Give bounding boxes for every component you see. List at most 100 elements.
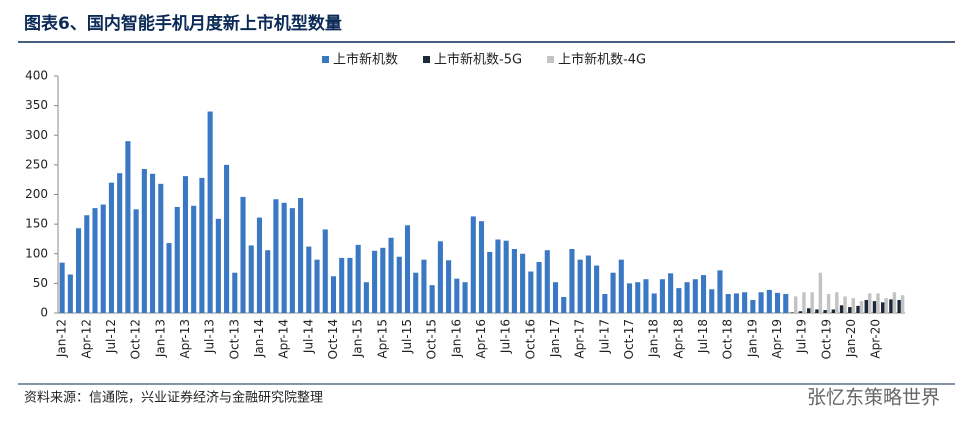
bar [355,244,361,313]
bar [224,164,230,313]
bar [766,289,772,313]
bar [199,177,205,313]
bar [823,310,827,313]
y-tick-label: 50 [33,276,48,290]
bar [684,282,690,313]
x-tick-label: Apr-13 [178,319,192,359]
bar [815,309,819,313]
x-tick-label: Jul-15 [400,319,414,354]
y-tick-label: 200 [25,187,48,201]
bar [618,259,624,313]
bar [651,293,657,313]
bar [289,208,295,313]
bar [750,299,756,313]
x-tick-label: Jan-20 [844,319,858,358]
bar [826,294,831,313]
bar [520,253,526,313]
x-tick-label: Jan-12 [55,319,69,358]
bar [884,298,888,313]
bar [839,305,844,313]
bar [495,239,501,313]
x-tick-label: Oct-16 [523,319,537,359]
bar [798,311,803,313]
bar [273,199,279,313]
x-tick-label: Apr-16 [474,319,488,359]
bar [347,257,353,313]
bar [758,292,764,313]
bar [141,169,147,313]
bar [585,255,591,313]
bar [810,292,814,313]
legend-label: 上市新机数-5G [434,52,522,68]
x-tick-label: Apr-15 [375,319,389,359]
x-tick-label: Oct-18 [721,319,735,359]
x-tick-label: Oct-15 [425,319,439,359]
y-tick-label: 100 [25,246,48,260]
bar [709,289,715,313]
bar [100,204,106,313]
x-tick-label: Jan-15 [351,319,365,358]
bar [248,245,254,313]
bar [859,301,864,313]
x-tick-label: Oct-13 [227,319,241,359]
x-tick-label: Jul-14 [301,319,315,354]
bar [322,229,328,313]
legend-swatch [423,56,431,63]
x-tick-label: Jan-16 [449,319,463,358]
bar [676,288,682,313]
x-tick-label: Oct-14 [326,319,340,359]
x-tick-label: Apr-20 [869,319,883,359]
x-tick-label: Oct-12 [129,319,143,359]
bar [806,308,811,313]
bar [232,272,238,313]
bar [429,285,435,313]
bar [446,260,452,313]
bar [659,279,665,313]
bar [561,297,567,313]
bar [306,246,312,313]
bar [725,294,731,313]
x-tick-label: Apr-18 [671,319,685,359]
legend-swatch [547,56,555,63]
x-tick-label: Jan-14 [252,319,266,358]
bar [174,206,180,313]
bar [298,198,304,313]
bar [330,276,337,313]
legend-label: 上市新机数 [333,52,398,68]
bar [191,205,197,313]
bar [396,256,402,313]
bar [876,293,880,313]
bar [339,257,345,313]
bar [892,292,897,313]
x-tick-label: Apr-17 [573,319,587,359]
bar [150,173,156,313]
bar [108,182,115,313]
bar [774,292,781,313]
x-tick-label: Oct-19 [819,319,833,359]
bar [544,250,550,313]
bar [569,249,575,313]
bar [503,240,509,313]
bar [166,243,172,313]
bar [831,309,836,313]
x-tick-label: Jul-16 [499,319,513,354]
x-tick-label: Apr-14 [277,319,291,359]
bar [372,250,378,313]
bar [92,208,98,313]
bar [133,209,139,313]
bar [404,225,411,313]
bar [856,305,860,313]
bar [207,111,213,313]
bar [454,278,460,313]
x-tick-label: Jul-12 [104,319,118,354]
legend-label: 上市新机数-4G [558,52,646,68]
bar [125,141,131,313]
bar [59,262,65,313]
y-tick-label: 350 [25,98,48,112]
bar [413,272,419,313]
y-tick-label: 0 [40,306,48,320]
bar [67,274,73,313]
bar [635,282,641,313]
watermark: 张忆东策略世界 [807,387,940,409]
bar [388,237,394,313]
